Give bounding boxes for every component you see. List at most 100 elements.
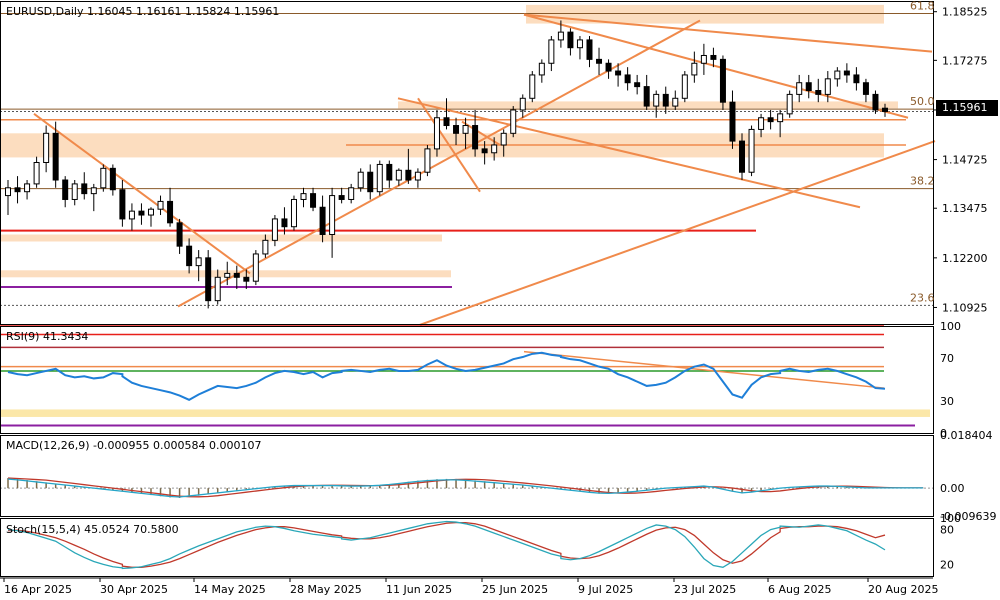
candle-body	[576, 39, 583, 49]
candle-body	[300, 193, 307, 200]
candle-body	[224, 272, 231, 278]
current-price-tag: 1.15961	[936, 100, 998, 116]
rsi-line	[7, 351, 886, 401]
candle-body	[500, 132, 507, 146]
candle-body	[672, 97, 679, 107]
candle-body	[634, 82, 641, 88]
date-axis-label: 14 May 2025	[194, 583, 266, 596]
candle-body	[281, 218, 288, 228]
candle-body	[319, 206, 326, 235]
candle-body	[538, 62, 545, 76]
stoch-panel-title: Stoch(15,5,4) 45.0524 70.5800	[6, 523, 179, 536]
candle-body	[662, 93, 669, 107]
price-panel-title: EURUSD,Daily 1.16045 1.16161 1.15824 1.1…	[6, 5, 280, 18]
candle-body	[33, 162, 40, 185]
candle-body	[624, 74, 631, 84]
candle-body	[805, 82, 812, 92]
candle-body	[186, 245, 193, 267]
candle-body	[843, 70, 850, 76]
candle-body	[290, 198, 297, 228]
candle-body	[739, 140, 746, 173]
candle-body	[138, 210, 145, 216]
candle-body	[348, 187, 355, 200]
stoch-signal-line	[7, 521, 886, 568]
candle-body	[414, 171, 421, 181]
candle-body	[615, 70, 622, 76]
candle-body	[548, 39, 555, 64]
candle-body	[395, 169, 402, 181]
candle-body	[329, 195, 336, 235]
price-axis-label: 1.10925	[942, 301, 988, 314]
rsi-axis-label: 70	[940, 352, 954, 365]
panel-frame	[0, 326, 934, 434]
candle-body	[491, 144, 498, 154]
candle-body	[100, 167, 107, 189]
candle-body	[338, 195, 345, 200]
candle-body	[443, 117, 450, 127]
candle-body	[872, 93, 879, 111]
date-axis-label: 16 Apr 2025	[4, 583, 72, 596]
date-axis-label: 11 Jun 2025	[386, 583, 452, 596]
candle-body	[710, 54, 717, 60]
fib-label: 38.2	[910, 175, 935, 188]
trendlines	[33, 13, 936, 326]
candle-body	[271, 218, 278, 241]
macd-indicator	[0, 477, 933, 498]
candle-body	[700, 54, 707, 64]
candle-body	[653, 93, 660, 107]
candle-body	[52, 132, 59, 181]
rsi-axis-label: 0	[940, 427, 947, 440]
price-axis-label: 1.17275	[942, 54, 988, 67]
candle-body	[529, 74, 536, 99]
candle-body	[119, 189, 126, 220]
candle-body	[596, 58, 603, 64]
trendline-down-1	[33, 113, 251, 275]
panel-frame	[0, 1, 934, 325]
candle-body	[43, 132, 50, 163]
candle-body	[176, 222, 183, 247]
stoch-axis-label: 20	[940, 558, 954, 571]
macd-signal-line	[7, 477, 924, 498]
candle-body	[796, 82, 803, 95]
candle-body	[767, 117, 774, 123]
zone-61-8	[526, 4, 884, 24]
stoch-axis-label: 80	[940, 524, 954, 537]
candle-body	[510, 109, 517, 134]
price-axis-label: 1.14725	[942, 154, 988, 167]
candle-body	[62, 179, 69, 200]
candle-body	[147, 208, 154, 216]
candle-body	[853, 74, 860, 84]
candle-body	[128, 210, 135, 220]
candle-body	[557, 31, 564, 41]
candle-body	[605, 62, 612, 72]
horizontal-levels	[0, 12, 933, 306]
candle-body	[462, 125, 469, 134]
zone-red	[0, 234, 442, 242]
candle-body	[472, 125, 479, 150]
rsi-trendline	[523, 350, 885, 389]
candle-body	[834, 70, 841, 80]
price-axis-label: 1.13475	[942, 202, 988, 215]
candle-body	[252, 253, 259, 282]
date-axis-label: 20 Aug 2025	[868, 583, 938, 596]
candle-body	[195, 257, 202, 267]
rsi-yellow-band	[0, 409, 930, 417]
candle-body	[786, 93, 793, 115]
candle-body	[376, 163, 383, 193]
candle-body	[882, 107, 888, 112]
candle-body	[167, 200, 174, 224]
date-axis-label: 25 Jun 2025	[482, 583, 548, 596]
trendline-short-1	[417, 97, 481, 193]
trendline-up-2	[419, 140, 936, 326]
candle-body	[567, 31, 574, 49]
macd-axis-label: -0.009639	[940, 510, 996, 523]
candle-body	[433, 117, 440, 150]
candle-body	[862, 82, 869, 95]
trendline-down-3	[523, 13, 909, 119]
candle-body	[214, 276, 221, 302]
candle-body	[205, 257, 212, 302]
candle-body	[5, 187, 11, 197]
candle-body	[691, 62, 698, 76]
candle-body	[824, 78, 831, 95]
